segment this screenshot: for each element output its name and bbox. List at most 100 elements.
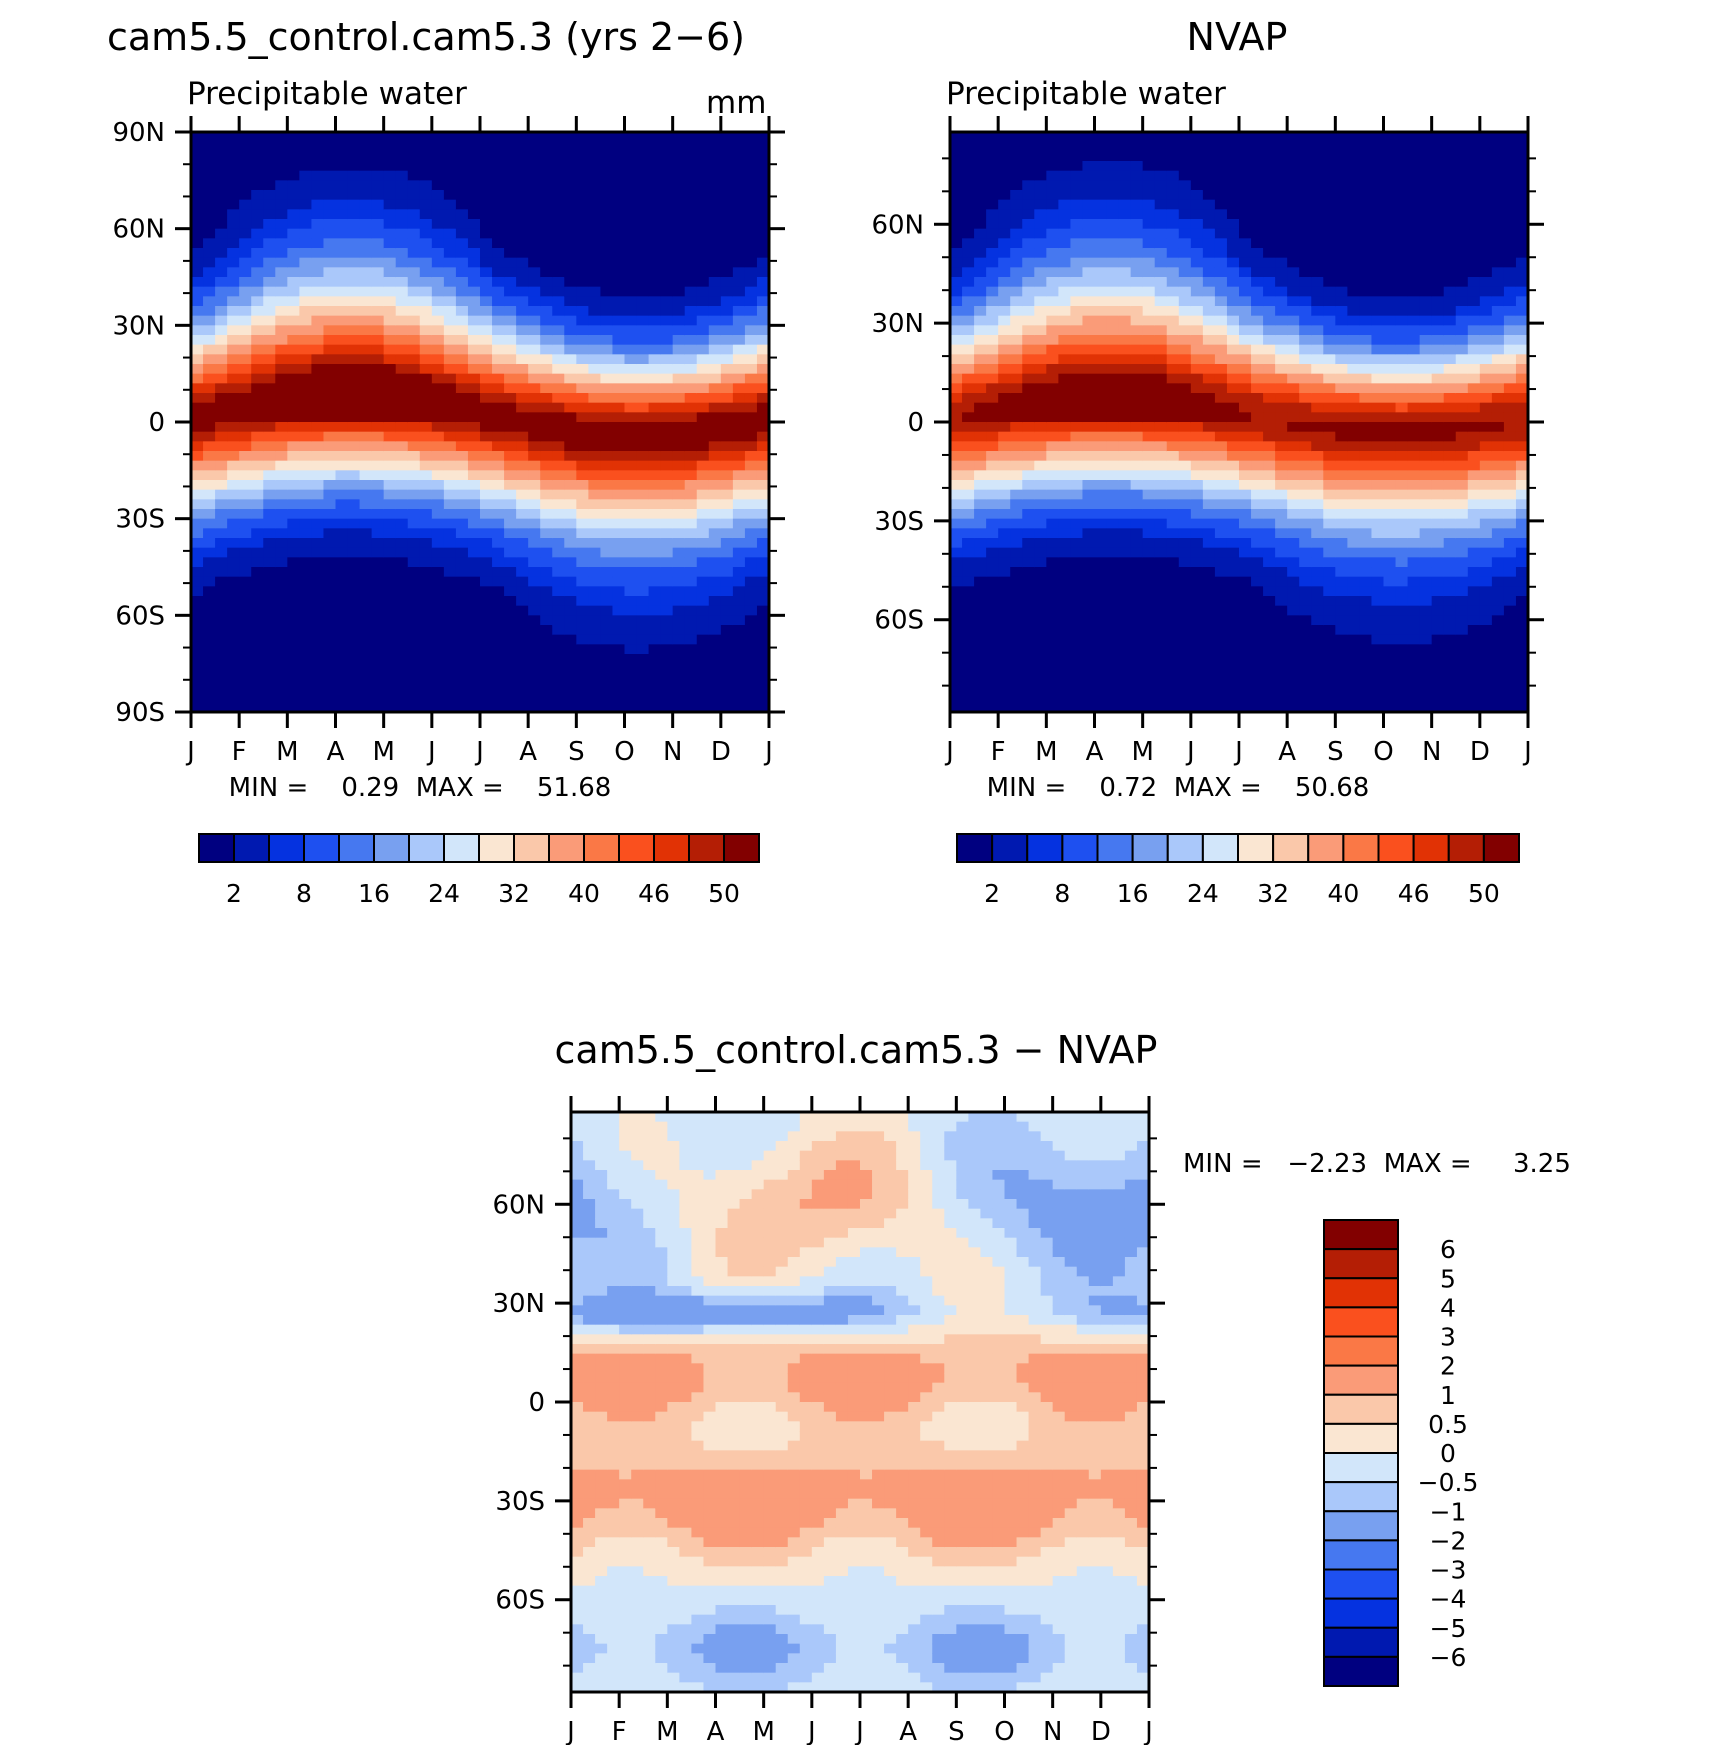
panel1-cell <box>239 489 252 500</box>
panel2-cell <box>1166 190 1180 201</box>
panel1-cell <box>347 683 361 694</box>
panel1-cell <box>263 470 276 481</box>
panel1-cell <box>275 335 288 346</box>
panel1-cell <box>756 451 770 462</box>
panel1-cell <box>696 431 710 442</box>
panel2-cell <box>998 238 1011 249</box>
panel1-cell <box>215 209 228 220</box>
panel2-cell <box>1022 170 1035 181</box>
panel2-cell <box>1022 528 1035 539</box>
panel1-cell <box>407 673 421 684</box>
panel2-cell <box>1263 267 1276 278</box>
panel2-cell <box>1082 518 1096 529</box>
panel2-cell <box>1251 663 1264 674</box>
panel2-cell <box>1046 625 1059 636</box>
panel1-cell <box>588 654 602 665</box>
panel1-cell <box>684 634 698 645</box>
panel1-cell <box>263 431 276 442</box>
panel2-cell <box>986 402 999 413</box>
panel2-cell <box>1154 354 1168 365</box>
panel2-cell <box>1226 315 1240 326</box>
panel2-cell <box>1275 625 1288 636</box>
panel2-cell <box>1226 228 1240 239</box>
panel1-cell <box>383 344 397 355</box>
panel1-cell <box>215 518 228 529</box>
panel1-cell <box>660 132 674 143</box>
panel2-cell <box>1010 209 1023 220</box>
panel1-cell <box>612 315 626 326</box>
panel1-cell <box>636 344 650 355</box>
panel1-cell <box>419 518 433 529</box>
panel1-cell <box>480 499 493 510</box>
panel2-cell <box>1142 228 1156 239</box>
panel2-cell <box>1094 267 1108 278</box>
panel1-cell <box>516 654 529 665</box>
panel1-cell <box>191 335 204 346</box>
panel1-cell <box>347 286 361 297</box>
panel2-cell <box>950 596 963 607</box>
panel2-cell <box>1263 402 1276 413</box>
panel2-cell <box>1154 267 1168 278</box>
x-tick-label: J <box>474 737 484 767</box>
panel2-cell <box>998 509 1011 520</box>
panel1-cell <box>347 538 361 549</box>
panel2-cell <box>1094 161 1108 172</box>
panel1-cell <box>263 306 276 317</box>
panel2-cell <box>1190 586 1204 597</box>
panel2-cell <box>1130 489 1144 500</box>
panel2-cell <box>998 132 1011 143</box>
panel2-cell <box>1239 344 1252 355</box>
panel2-cell <box>1010 248 1023 259</box>
panel2-cell <box>986 267 999 278</box>
panel1-cell <box>744 190 758 201</box>
panel2-cell <box>1154 547 1168 558</box>
panel1-cell <box>564 402 577 413</box>
panel1-cell <box>467 296 481 307</box>
panel2-cell <box>998 576 1011 587</box>
panel1-cell <box>564 605 577 616</box>
panel1-cell <box>576 683 589 694</box>
panel2-cell <box>1166 518 1180 529</box>
panel2-cell <box>1251 364 1264 375</box>
panel1-cell <box>275 422 288 433</box>
panel1-cell <box>407 518 421 529</box>
panel2-cell <box>1287 509 1300 520</box>
panel1-cell <box>600 692 614 703</box>
panel1-cell <box>576 373 589 384</box>
panel2-cell <box>1058 625 1072 636</box>
panel2-cell <box>1347 267 1361 278</box>
panel2-cell <box>1202 267 1216 278</box>
panel2-cell <box>1190 673 1204 684</box>
panel1-cell <box>540 431 553 442</box>
panel1-cell <box>407 383 421 394</box>
panel1-cell <box>215 219 228 230</box>
panel1-cell <box>648 267 662 278</box>
panel1-cell <box>660 586 674 597</box>
panel1-cell <box>720 547 734 558</box>
panel2-cell <box>974 141 987 152</box>
panel1-cell <box>395 219 409 230</box>
panel1-cell <box>263 605 276 616</box>
panel1-cell <box>528 567 541 578</box>
panel2-cell <box>1082 702 1096 713</box>
panel2-cell <box>1166 480 1180 491</box>
panel1-title: cam5.5_control.cam5.3 (yrs 2−6) <box>107 15 745 59</box>
panel1-cell <box>732 470 746 481</box>
panel2-cell <box>1178 586 1192 597</box>
panel2-cell <box>1106 277 1120 288</box>
panel1-cell <box>263 141 276 152</box>
panel2-cell <box>1239 161 1252 172</box>
panel1-cell <box>576 219 589 230</box>
panel1-cell <box>612 383 626 394</box>
panel1-cell <box>323 180 337 191</box>
panel1-cell <box>732 499 746 510</box>
panel1-cell <box>443 625 457 636</box>
panel2-cell <box>1046 605 1059 616</box>
panel1-cell <box>540 257 553 268</box>
panel2-cell <box>1130 248 1144 259</box>
panel1-cell <box>203 673 216 684</box>
panel1-cell <box>528 422 541 433</box>
panel1-cell <box>323 557 337 568</box>
panel1-cell <box>588 199 602 210</box>
panel1-cell <box>431 615 445 626</box>
